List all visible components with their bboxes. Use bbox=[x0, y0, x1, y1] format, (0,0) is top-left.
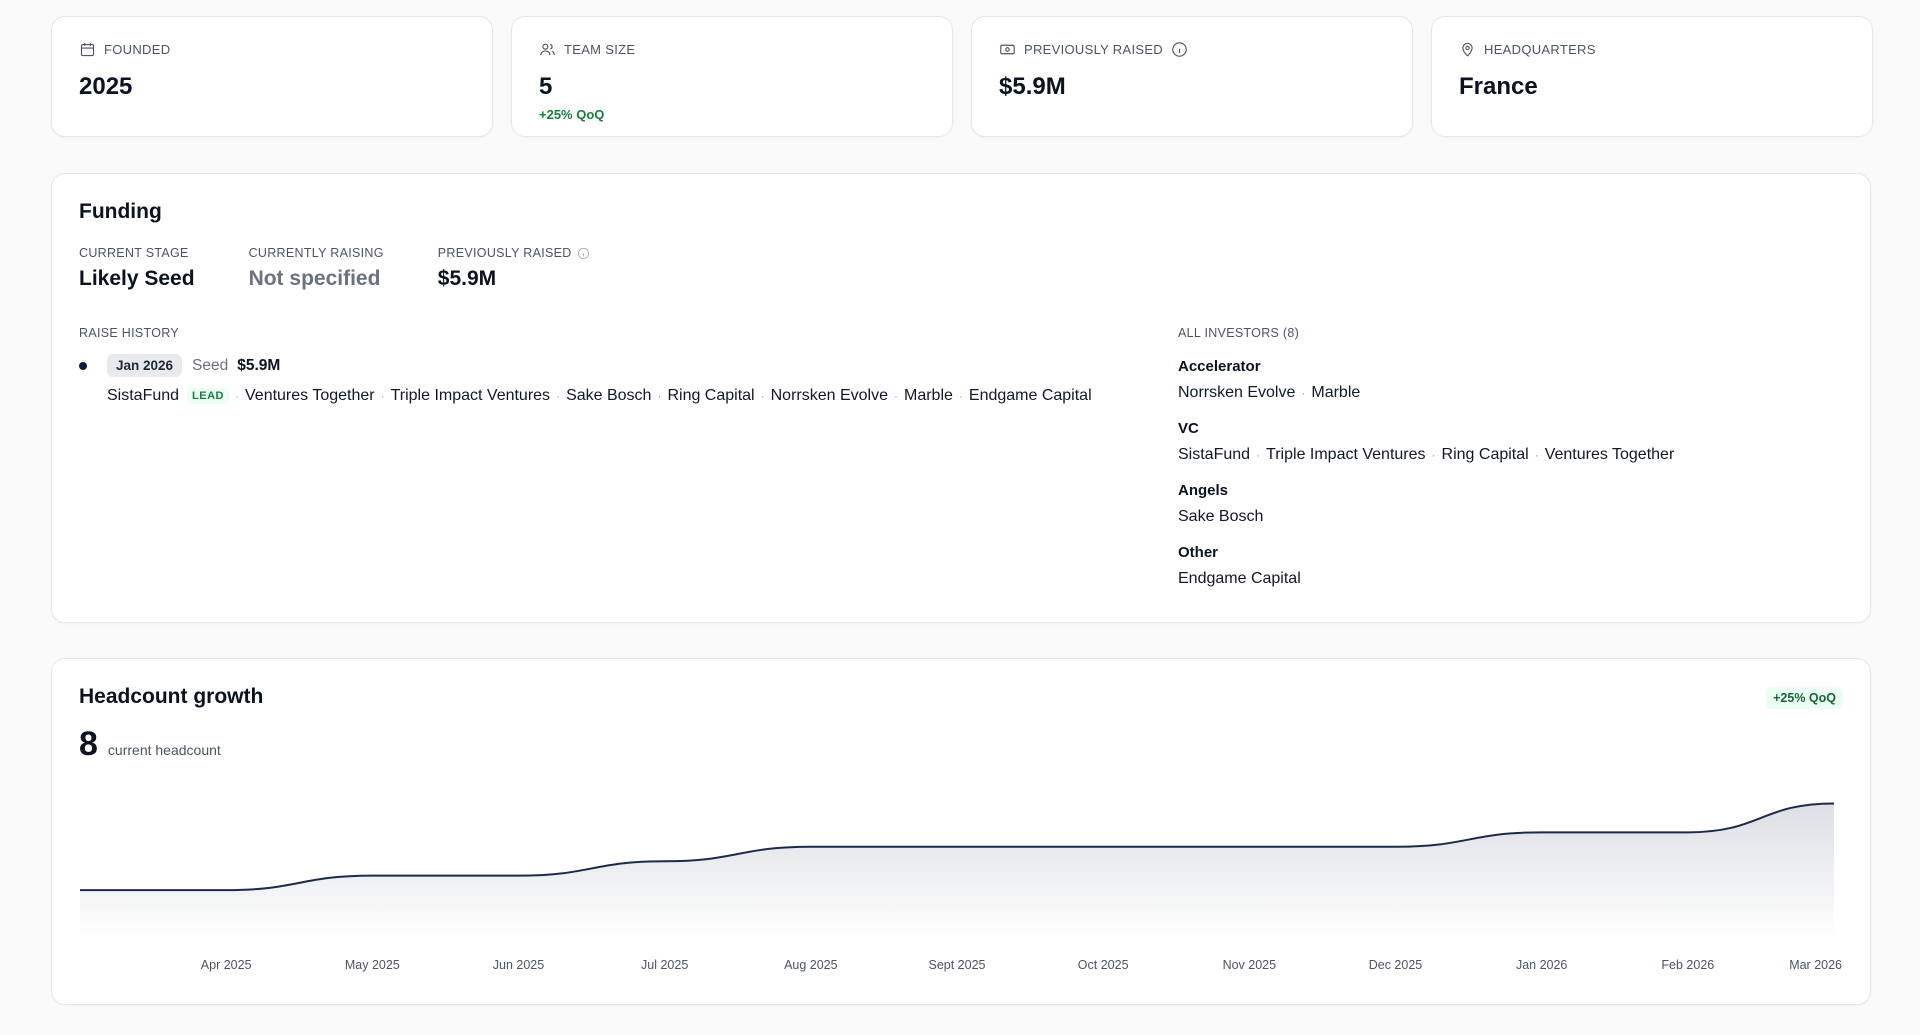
banknote-icon bbox=[1000, 44, 1015, 54]
current-stage-label: CURRENT STAGE bbox=[79, 246, 189, 260]
x-tick-label: Apr 2025 bbox=[201, 958, 252, 972]
stat-card-headquarters: HEADQUARTERS France bbox=[1431, 16, 1873, 137]
stat-value: France bbox=[1459, 73, 1538, 100]
funding-title: Funding bbox=[79, 200, 162, 223]
lead-badge: LEAD bbox=[187, 388, 229, 404]
headcount-chart: Apr 2025 May 2025 Jun 2025 Jul 2025 Aug 2025… bbox=[79, 802, 1842, 972]
investor-link[interactable]: SistaFund bbox=[1178, 446, 1251, 463]
investor-link[interactable]: Endgame Capital bbox=[1178, 570, 1301, 587]
x-tick-label: Mar 2026 bbox=[1789, 958, 1842, 972]
current-stage: CURRENT STAGE Likely Seed bbox=[79, 246, 195, 291]
raise-history-label: RAISE HISTORY bbox=[79, 326, 179, 340]
currently-raising-label: CURRENTLY RAISING bbox=[248, 246, 384, 260]
stat-label: FOUNDED bbox=[104, 41, 171, 57]
stat-card-previously-raised: PREVIOUSLY RAISED $5.9M bbox=[971, 16, 1413, 137]
investor-group-name: Angels bbox=[1178, 482, 1229, 499]
investor-group-list: SistaFund · Triple Impact Ventures · Rin… bbox=[1178, 446, 1838, 464]
stat-card-team-size: TEAM SIZE 5 +25% QoQ bbox=[511, 16, 953, 137]
investor-group-name: VC bbox=[1178, 420, 1199, 437]
current-headcount: 8 bbox=[79, 725, 98, 763]
round-investors: SistaFund LEAD · Ventures Together · Tri… bbox=[79, 387, 1139, 405]
investor-link[interactable]: Marble bbox=[903, 387, 953, 404]
stat-label: HEADQUARTERS bbox=[1484, 41, 1596, 57]
separator: · bbox=[1256, 448, 1261, 462]
map-pin-icon bbox=[1462, 42, 1473, 57]
investor-group-list: Norrsken Evolve · Marble bbox=[1178, 384, 1838, 402]
stat-delta: +25% QoQ bbox=[539, 107, 605, 122]
investor-link[interactable]: Ring Capital bbox=[667, 387, 755, 404]
x-tick-label: Dec 2025 bbox=[1369, 958, 1423, 972]
investor-link[interactable]: Endgame Capital bbox=[968, 387, 1092, 404]
headcount-area bbox=[80, 803, 1834, 939]
timeline-dot bbox=[79, 362, 87, 370]
separator: · bbox=[958, 389, 963, 403]
previously-raised: PREVIOUSLY RAISED $5.9M bbox=[438, 246, 590, 291]
investor-link[interactable]: Triple Impact Ventures bbox=[390, 387, 551, 404]
investor-link[interactable]: SistaFund bbox=[107, 387, 180, 404]
separator: · bbox=[657, 389, 662, 403]
x-tick-label: Nov 2025 bbox=[1223, 958, 1277, 972]
headcount-card: Apr 2025 May 2025 Jun 2025 Jul 2025 Aug 2025… bbox=[51, 658, 1871, 1005]
separator: · bbox=[1301, 386, 1306, 400]
x-tick-label: Oct 2025 bbox=[1078, 958, 1129, 972]
current-stage-value: Likely Seed bbox=[79, 267, 195, 290]
x-tick-label: Jan 2026 bbox=[1516, 958, 1567, 972]
stat-card-founded: FOUNDED 2025 bbox=[51, 16, 493, 137]
investor-link[interactable]: Marble bbox=[1311, 384, 1361, 401]
separator: · bbox=[235, 389, 239, 403]
investor-link[interactable]: Norrsken Evolve bbox=[770, 387, 888, 404]
round-date: Jan 2026 bbox=[107, 354, 183, 377]
separator: · bbox=[1534, 448, 1539, 462]
investor-group-list: Endgame Capital bbox=[1178, 570, 1838, 588]
investor-link[interactable]: Sake Bosch bbox=[566, 387, 652, 404]
investor-group-list: Sake Bosch bbox=[1178, 508, 1838, 526]
investor-group-name: Other bbox=[1178, 544, 1219, 561]
currently-raising: CURRENTLY RAISING Not specified bbox=[249, 246, 384, 291]
calendar-icon bbox=[80, 42, 95, 56]
users-icon bbox=[540, 43, 555, 55]
investor-link[interactable]: Norrsken Evolve bbox=[1178, 384, 1296, 401]
investor-link[interactable]: Sake Bosch bbox=[1178, 508, 1264, 525]
funding-card: Funding CURRENT STAGE Likely Seed CURREN… bbox=[51, 173, 1871, 623]
investor-link[interactable]: Ventures Together bbox=[1544, 446, 1675, 463]
x-tick-label: Jun 2025 bbox=[493, 958, 544, 972]
raise-round: Jan 2026 Seed $5.9M bbox=[79, 354, 1139, 377]
separator: · bbox=[380, 389, 385, 403]
investor-link[interactable]: Ring Capital bbox=[1441, 446, 1529, 463]
investor-link[interactable]: Triple Impact Ventures bbox=[1266, 446, 1426, 463]
separator: · bbox=[760, 389, 765, 403]
x-tick-label: Jul 2025 bbox=[641, 958, 688, 972]
x-tick-label: Sept 2025 bbox=[929, 958, 986, 972]
previously-raised-value: $5.9M bbox=[437, 267, 497, 290]
funding-summary: CURRENT STAGE Likely Seed CURRENTLY RAIS… bbox=[79, 246, 1843, 291]
round-stage: Seed bbox=[192, 356, 229, 374]
currently-raising-value: Not specified bbox=[248, 267, 381, 290]
stat-value: $5.9M bbox=[999, 73, 1066, 100]
info-icon[interactable] bbox=[577, 247, 590, 260]
qoq-badge: +25% QoQ bbox=[1766, 687, 1843, 709]
separator: · bbox=[1431, 448, 1436, 462]
raise-history: RAISE HISTORY Jan 2026 Seed $5.9M SistaF… bbox=[79, 326, 1139, 405]
separator: · bbox=[893, 389, 898, 403]
separator: · bbox=[556, 389, 561, 403]
stat-label: TEAM SIZE bbox=[564, 41, 636, 57]
previously-raised-label: PREVIOUSLY RAISED bbox=[437, 246, 572, 260]
x-tick-label: Feb 2026 bbox=[1661, 958, 1714, 972]
investor-group-name: Accelerator bbox=[1178, 358, 1261, 375]
stat-value: 2025 bbox=[79, 73, 133, 100]
x-tick-label: May 2025 bbox=[345, 958, 400, 972]
stat-label: PREVIOUSLY RAISED bbox=[1024, 41, 1163, 57]
headcount-title: Headcount growth bbox=[79, 685, 264, 708]
headcount-line bbox=[79, 802, 1835, 892]
current-headcount-label: current headcount bbox=[107, 742, 221, 758]
stat-value: 5 bbox=[539, 73, 553, 100]
all-investors-label: ALL INVESTORS (8) bbox=[1178, 326, 1300, 340]
x-tick-label: Aug 2025 bbox=[784, 958, 838, 972]
round-amount: $5.9M bbox=[237, 356, 281, 374]
investor-link[interactable]: Ventures Together bbox=[245, 387, 375, 404]
info-icon[interactable] bbox=[1171, 41, 1188, 58]
all-investors: ALL INVESTORS (8) Accelerator Norrsken E… bbox=[1178, 326, 1838, 588]
